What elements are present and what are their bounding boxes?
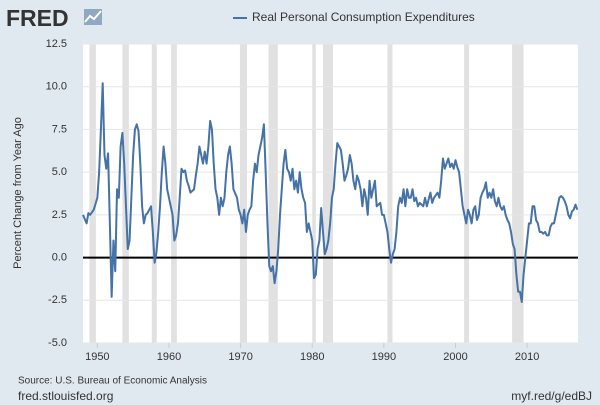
recession-band (151, 44, 157, 343)
y-tick-label: -5.0 (48, 337, 67, 349)
recession-band (239, 44, 248, 343)
site: fred.stlouisfed.org (18, 389, 113, 403)
recession-band (512, 44, 524, 343)
recession-band (464, 44, 470, 343)
y-tick-label: 2.5 (52, 209, 67, 221)
y-tick-label: 7.5 (52, 123, 67, 135)
logo: FRED (6, 5, 69, 31)
recession-band (312, 44, 316, 343)
x-tick-label: 2000 (443, 351, 467, 363)
x-tick-label: 1960 (157, 351, 181, 363)
y-tick-label: 5.0 (52, 166, 67, 178)
legend-label: Real Personal Consumption Expenditures (252, 10, 475, 24)
y-axis-label: Percent Change from Year Ago (12, 117, 24, 269)
logo-icon (84, 9, 102, 25)
x-tick-label: 1950 (85, 351, 109, 363)
data-line (82, 82, 579, 303)
x-tick-label: 1990 (372, 351, 396, 363)
recession-band (387, 44, 393, 343)
y-tick-label: 10.0 (46, 81, 67, 93)
x-tick-label: 2010 (515, 351, 539, 363)
recession-band (268, 44, 278, 343)
short-link: myf.red/g/edBJ (511, 389, 592, 403)
x-tick-label: 1980 (300, 351, 324, 363)
y-tick-label: 12.5 (46, 38, 67, 50)
recession-band (171, 44, 177, 343)
y-tick-label: -2.5 (48, 294, 67, 306)
y-tick-label: 0.0 (52, 251, 67, 263)
recession-band (322, 44, 334, 343)
recession-band (89, 44, 96, 343)
source: Source: U.S. Bureau of Economic Analysis (18, 376, 207, 387)
x-tick-label: 1970 (228, 351, 252, 363)
